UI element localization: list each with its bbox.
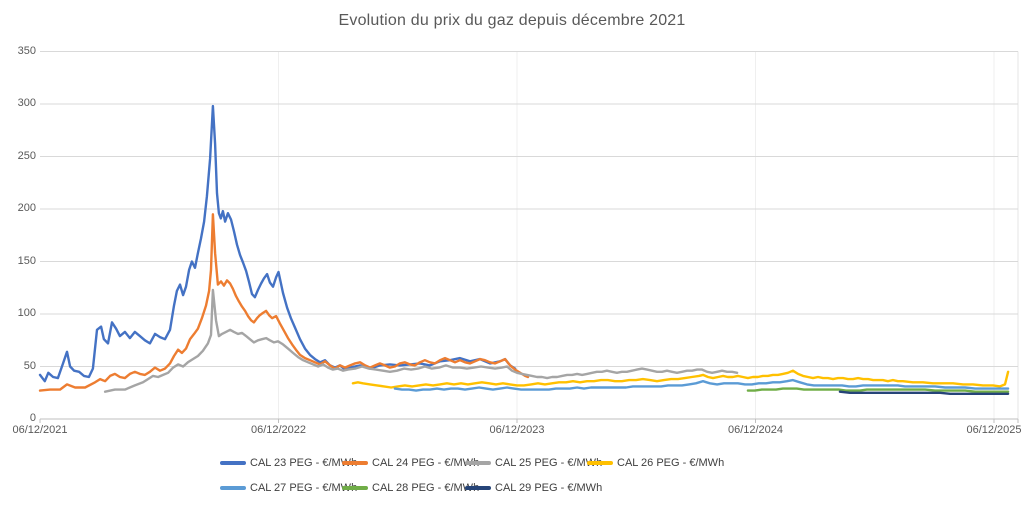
- y-axis-label: 250: [17, 149, 36, 162]
- y-axis-label: 100: [17, 307, 36, 319]
- x-axis-label: 06/12/2024: [727, 424, 784, 436]
- x-axis-label: 06/12/2022: [250, 424, 307, 436]
- series-line-cal-23-peg-mwh: [38, 104, 517, 383]
- y-axis-label: 50: [23, 359, 36, 372]
- x-axis-label: 06/12/2023: [489, 424, 545, 436]
- series-line-cal-24-peg-mwh: [38, 213, 530, 392]
- series-line-cal-26-peg-mwh: [351, 369, 1010, 389]
- series-line-cal-25-peg-mwh: [103, 288, 739, 393]
- chart-title: Evolution du prix du gaz depuis décembre…: [338, 12, 686, 29]
- y-axis-label: 200: [17, 202, 36, 214]
- y-axis-label: 0: [29, 412, 36, 424]
- series-line-cal-28-peg-mwh: [746, 387, 1010, 393]
- series-line-cal-27-peg-mwh: [393, 378, 1010, 392]
- x-axis-label: 06/12/2025: [966, 424, 1022, 436]
- y-axis-label: 350: [17, 44, 36, 57]
- y-axis-label: 150: [17, 254, 36, 267]
- x-axis-label: 06/12/2021: [12, 424, 68, 436]
- y-axis-label: 300: [17, 97, 36, 109]
- series-line-cal-29-peg-mwh: [838, 390, 1010, 395]
